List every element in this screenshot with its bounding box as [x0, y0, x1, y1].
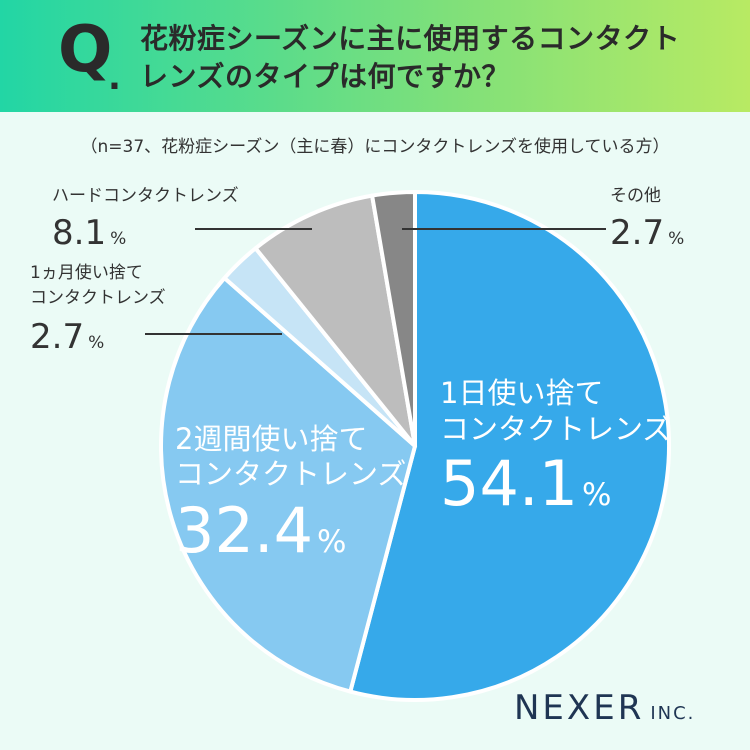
slice-label-daily: コンタクトレンズ	[440, 412, 671, 446]
percent-unit: %	[88, 333, 104, 353]
pie-slice-daily	[348, 190, 671, 702]
sample-note: （n=37、花粉症シーズン（主に春）にコンタクトレンズを使用している方）	[80, 137, 670, 157]
slice-value-other: 2.7%	[610, 213, 684, 253]
percent-unit: %	[582, 477, 611, 513]
question-text: 花粉症シーズンに主に使用するコンタクトレンズのタイプは何ですか？	[140, 22, 681, 93]
question-mark-q: Q	[58, 13, 113, 87]
percent-unit: %	[110, 229, 126, 249]
question-dot: .	[108, 58, 121, 98]
slice-label-monthly: 1ヵ月使い捨て	[30, 262, 143, 283]
header-banner: Q . 花粉症シーズンに主に使用するコンタクトレンズのタイプは何ですか？	[0, 0, 750, 112]
slice-label-other: その他	[610, 186, 661, 206]
brand-name: NEXER	[514, 688, 645, 728]
slice-label-daily: 1日使い捨て	[440, 376, 603, 410]
brand-logo: NEXER INC.	[514, 688, 695, 728]
percent-unit: %	[668, 229, 684, 249]
slice-label-two_week: 2週間使い捨て	[175, 422, 367, 456]
pie-slice-hard	[253, 193, 417, 448]
pie-slice-other	[370, 190, 417, 448]
slice-value-hard: 8.1%	[52, 213, 126, 253]
slice-label-monthly: コンタクトレンズ	[30, 288, 166, 308]
slice-label-two_week: コンタクトレンズ	[175, 457, 406, 491]
percent-unit: %	[317, 524, 346, 560]
slice-label-hard: ハードコンタクトレンズ	[52, 186, 239, 206]
brand-suffix: INC.	[650, 703, 696, 724]
slice-value-monthly: 2.7%	[30, 317, 104, 357]
slice-value-two_week: 32.4%	[175, 494, 347, 567]
